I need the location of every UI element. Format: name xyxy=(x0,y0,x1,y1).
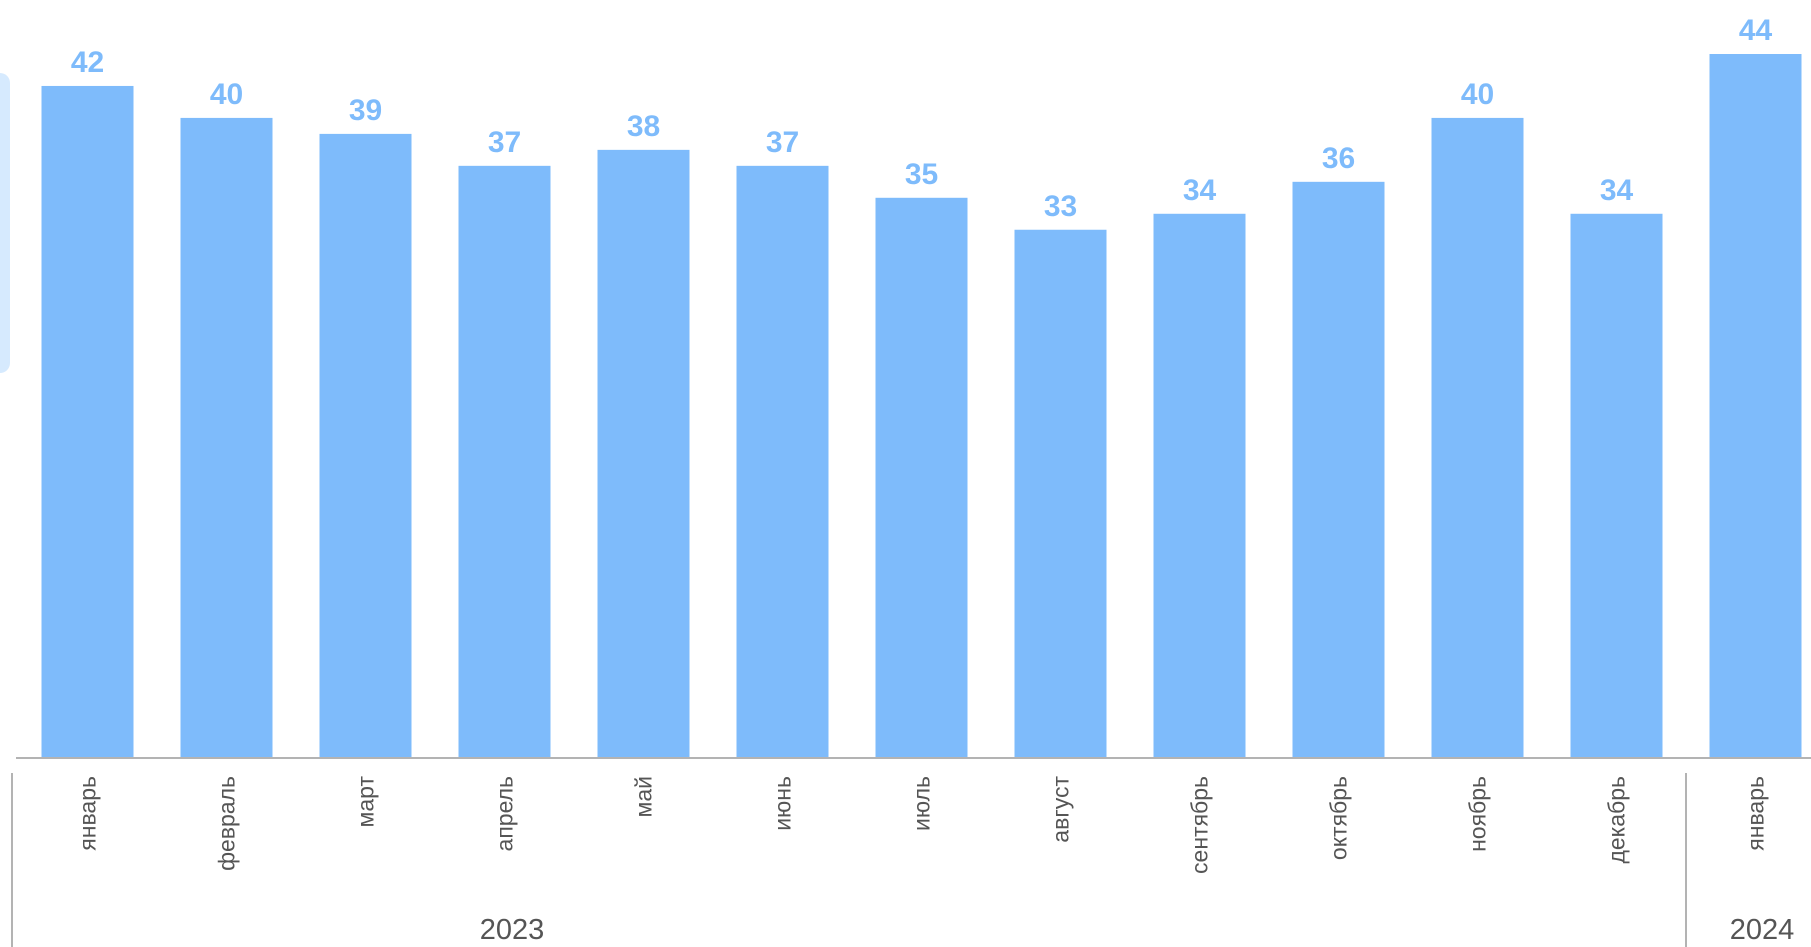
bar-12 xyxy=(1570,213,1663,758)
category-label-12: декабрь xyxy=(1604,776,1630,864)
bar-5 xyxy=(597,149,690,757)
bar-8 xyxy=(1014,229,1107,757)
value-label-3: 39 xyxy=(349,94,382,127)
value-label-11: 40 xyxy=(1461,78,1494,111)
category-label-3: март xyxy=(353,776,379,828)
year-label-2024: 2024 xyxy=(1730,914,1795,946)
bar-3 xyxy=(319,133,412,758)
category-label-7: июль xyxy=(909,776,935,831)
category-label-4: апрель xyxy=(492,776,518,851)
group-dividers xyxy=(11,773,1687,947)
value-label-4: 37 xyxy=(488,126,521,159)
category-label-9: сентябрь xyxy=(1187,776,1213,874)
bar-9 xyxy=(1153,213,1246,758)
bar-2 xyxy=(180,117,273,758)
bar-10 xyxy=(1292,181,1385,757)
category-label-11: ноябрь xyxy=(1465,776,1491,852)
year-label-2023: 2023 xyxy=(480,914,545,946)
bar-6 xyxy=(736,165,829,757)
year-labels-group: 2023 2024 xyxy=(480,914,1795,946)
category-labels-group: январь февраль март апрель май июнь июль август… xyxy=(75,776,1769,874)
bar-7 xyxy=(875,197,968,757)
value-label-10: 36 xyxy=(1322,142,1355,175)
bar-4 xyxy=(458,165,551,757)
bar-13 xyxy=(1709,54,1802,757)
value-label-8: 33 xyxy=(1044,190,1077,223)
bar-1 xyxy=(41,85,134,758)
bar-11 xyxy=(1431,117,1524,758)
category-label-10: октябрь xyxy=(1326,776,1352,860)
bars-group xyxy=(41,54,1802,758)
category-label-6: июнь xyxy=(770,776,796,831)
value-label-6: 37 xyxy=(766,126,799,159)
value-label-12: 34 xyxy=(1600,174,1634,207)
value-label-5: 38 xyxy=(627,110,660,143)
category-label-1: январь xyxy=(75,776,101,851)
category-label-8: август xyxy=(1048,776,1074,843)
category-label-2: февраль xyxy=(214,776,240,871)
category-label-13: январь xyxy=(1743,776,1769,851)
value-label-1: 42 xyxy=(71,46,104,79)
side-panel-tab xyxy=(0,73,10,373)
value-label-7: 35 xyxy=(905,158,938,191)
value-label-13: 44 xyxy=(1739,14,1773,47)
value-labels-group: 42 40 39 37 38 37 35 33 34 36 40 34 44 xyxy=(71,14,1773,223)
value-label-2: 40 xyxy=(210,78,243,111)
value-label-9: 34 xyxy=(1183,174,1217,207)
category-label-5: май xyxy=(631,776,657,817)
